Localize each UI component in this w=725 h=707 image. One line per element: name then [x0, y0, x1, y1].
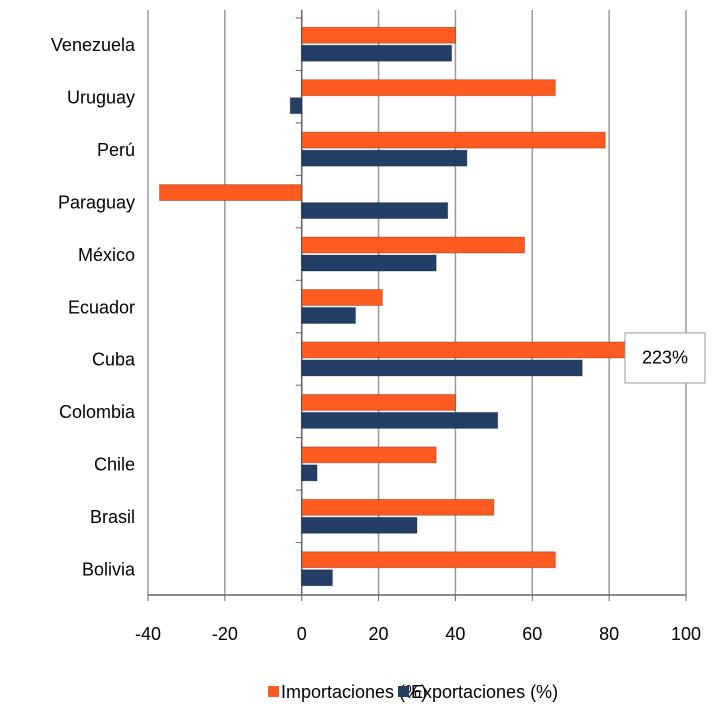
bar: [301, 289, 383, 306]
legend-label: Importaciones (%): [281, 682, 427, 702]
y-tick-label: México: [78, 245, 135, 265]
y-tick-label: Chile: [94, 455, 135, 475]
bar: [301, 149, 468, 167]
bar: [289, 97, 303, 115]
data-label-box: [624, 332, 706, 384]
x-tick-label: 60: [522, 624, 542, 644]
bar: [301, 411, 499, 429]
x-tick-label: 40: [445, 624, 465, 644]
bar: [301, 569, 333, 587]
bar: [301, 131, 606, 149]
bar: [301, 254, 437, 272]
y-tick-label: Ecuador: [68, 297, 135, 317]
bar: [301, 498, 495, 516]
bars: [159, 26, 686, 587]
bar: [301, 516, 418, 534]
bar: [301, 307, 357, 324]
bar: [301, 236, 526, 254]
y-tick-label: Perú: [97, 140, 135, 160]
legend-swatch: [268, 686, 279, 697]
bar: [301, 551, 556, 569]
y-tick-label: Bolivia: [82, 560, 136, 580]
bar: [301, 393, 456, 411]
legend-label: Exportaciones (%): [411, 682, 558, 702]
x-tick-label: -20: [212, 624, 238, 644]
x-tick-label: -40: [135, 624, 161, 644]
bar: [301, 341, 686, 359]
y-tick-label: Cuba: [92, 350, 136, 370]
bar: [301, 26, 456, 44]
bar: [301, 359, 583, 377]
bar: [301, 464, 318, 482]
y-tick-label: Colombia: [59, 402, 136, 422]
bar: [301, 202, 449, 220]
y-tick-label: Paraguay: [58, 192, 135, 212]
y-tick-label: Brasil: [90, 507, 135, 527]
bar: [301, 79, 556, 97]
x-tick-label: 100: [671, 624, 701, 644]
bar: [301, 44, 453, 62]
bar: [159, 184, 303, 202]
y-tick-label: Venezuela: [51, 35, 136, 55]
y-tick-label: Uruguay: [67, 87, 135, 107]
x-tick-label: 20: [369, 624, 389, 644]
data-label: 223%: [642, 348, 688, 368]
x-tick-label: 0: [297, 624, 307, 644]
legend-swatch: [398, 686, 409, 697]
bar: [301, 446, 437, 464]
x-tick-label: 80: [599, 624, 619, 644]
